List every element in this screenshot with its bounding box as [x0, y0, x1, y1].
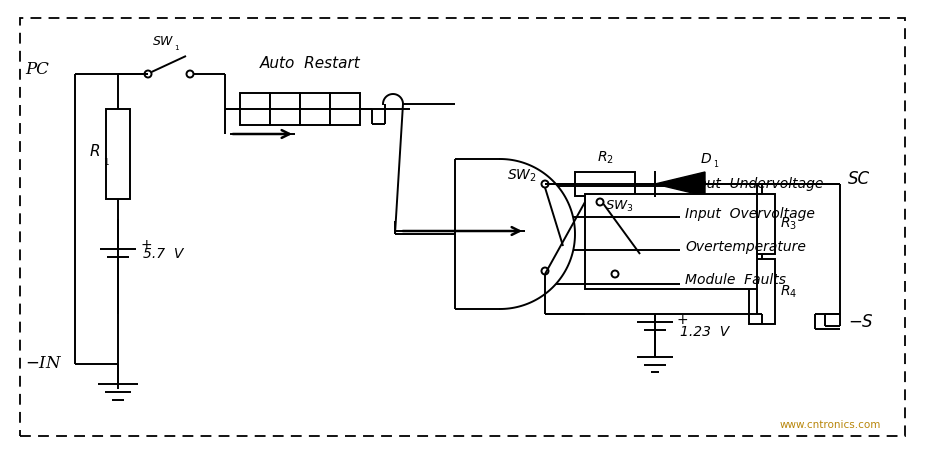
Bar — [330, 93, 360, 125]
Bar — [749, 259, 775, 324]
Text: Input  Undervoltage: Input Undervoltage — [685, 177, 823, 191]
Text: www.cntronics.com: www.cntronics.com — [780, 420, 882, 430]
Text: $R$: $R$ — [89, 143, 100, 159]
Text: Input  Overvoltage: Input Overvoltage — [685, 207, 815, 221]
Text: Overtemperature: Overtemperature — [685, 240, 806, 254]
Text: +: + — [677, 313, 689, 327]
Text: $SW_2$: $SW_2$ — [507, 168, 537, 184]
Text: PC: PC — [25, 60, 49, 78]
Text: $-$S: $-$S — [848, 313, 874, 331]
Text: +: + — [140, 238, 152, 252]
Text: Auto  Restart: Auto Restart — [260, 56, 361, 71]
Text: $-$IN: $-$IN — [25, 355, 63, 372]
Text: $D$: $D$ — [700, 152, 712, 166]
Bar — [575, 172, 635, 196]
Bar — [585, 194, 757, 289]
Text: $SW_3$: $SW_3$ — [605, 199, 633, 214]
Bar — [300, 93, 330, 125]
Bar — [240, 93, 270, 125]
Text: $_1$: $_1$ — [103, 156, 110, 168]
Bar — [270, 93, 300, 125]
Bar — [106, 109, 130, 199]
Text: $R_3$: $R_3$ — [780, 216, 797, 232]
Bar — [749, 194, 775, 254]
Text: SC: SC — [848, 170, 870, 188]
Text: $R_2$: $R_2$ — [596, 150, 613, 166]
Text: 5.7  V: 5.7 V — [143, 247, 183, 261]
Text: $SW$: $SW$ — [152, 35, 175, 48]
Text: $_1$: $_1$ — [174, 43, 180, 53]
Text: Module  Faults: Module Faults — [685, 273, 786, 287]
Text: 1.23  V: 1.23 V — [680, 325, 730, 339]
Text: $_1$: $_1$ — [713, 158, 720, 171]
Polygon shape — [655, 172, 705, 196]
Text: $R_4$: $R_4$ — [780, 283, 797, 300]
